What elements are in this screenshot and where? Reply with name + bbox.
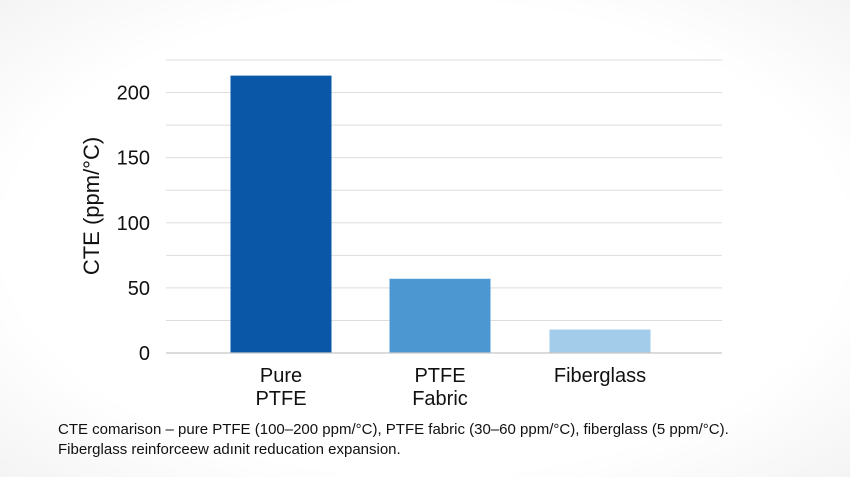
bars	[230, 75, 651, 354]
x-tick-label: Fabric	[412, 388, 468, 410]
x-tick-label: Fiberglass	[554, 365, 646, 387]
y-tick-label: 200	[117, 83, 150, 105]
y-tick-label: 150	[117, 148, 150, 170]
y-tick-label: 100	[117, 213, 150, 235]
bar	[389, 278, 491, 353]
caption-line-1: CTE comarison – pure PTFE (100–200 ppm/°…	[58, 421, 729, 438]
y-axis-label: CTE (ppm/°C)	[79, 137, 104, 275]
y-tick-label: 50	[128, 278, 150, 300]
bar	[230, 75, 332, 354]
x-tick-label: Pure	[260, 365, 302, 387]
bar	[549, 329, 651, 353]
x-tick-label: PTFE	[414, 365, 465, 387]
caption-line-2: Fiberglass reinforceew adınit reducation…	[58, 441, 401, 458]
x-tick-label: PTFE	[255, 388, 306, 410]
y-tick-labels: 0 50 100 150 200	[117, 83, 150, 365]
chart-caption: CTE comarison – pure PTFE (100–200 ppm/°…	[58, 420, 838, 460]
y-tick-label: 0	[139, 343, 150, 365]
